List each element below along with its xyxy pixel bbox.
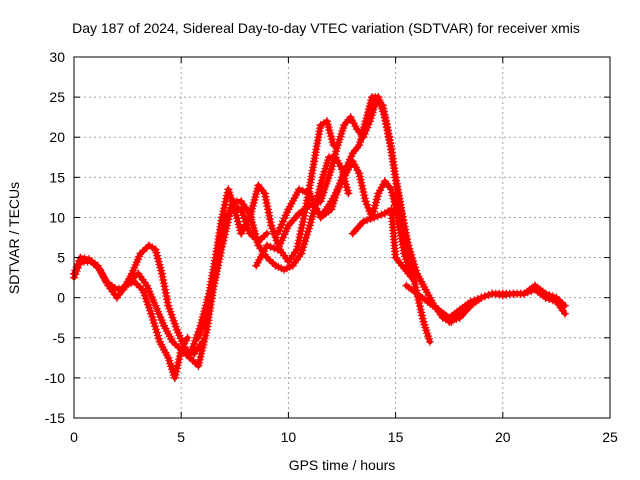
x-tick-label: 15 <box>388 429 404 445</box>
chart-title: Day 187 of 2024, Sidereal Day-to-day VTE… <box>72 20 580 36</box>
x-tick-label: 20 <box>495 429 511 445</box>
data-point-marker <box>373 212 382 221</box>
y-tick-label: -15 <box>45 410 65 426</box>
data-point-marker <box>366 214 375 223</box>
data-point-marker <box>466 297 475 306</box>
data-series-arc-9 <box>348 205 419 286</box>
data-point-marker <box>263 241 271 250</box>
data-point-marker <box>541 293 550 302</box>
y-tick-label: 10 <box>49 209 65 225</box>
data-point-marker <box>520 289 529 298</box>
data-point-marker <box>480 292 489 301</box>
tick-layer: -15 -10 -5 0 5 10 15 20 25 30 0 5 10 15 20 25 <box>45 49 618 445</box>
data-point-marker <box>266 242 275 251</box>
data-point-marker <box>80 254 89 263</box>
x-tick-label: 0 <box>70 429 78 445</box>
data-point-marker <box>298 186 307 195</box>
data-point-marker <box>477 293 486 302</box>
data-point-marker <box>484 291 493 299</box>
data-point-marker <box>263 229 271 238</box>
data-series-arc-4 <box>187 117 338 354</box>
data-point-marker <box>183 333 192 342</box>
data-point-marker <box>410 277 419 286</box>
data-series-arc-11 <box>423 285 569 322</box>
y-tick-label: 30 <box>49 49 65 65</box>
data-point-marker <box>359 217 368 226</box>
data-point-marker <box>548 296 557 305</box>
data-point-marker <box>473 295 482 303</box>
y-tick-label: -5 <box>53 330 66 346</box>
y-tick-label: -10 <box>45 370 65 386</box>
plot-frame <box>73 56 611 419</box>
data-point-marker <box>344 189 353 198</box>
x-axis-label: GPS time / hours <box>289 457 396 473</box>
data-point-marker <box>561 309 569 318</box>
data-point-marker <box>145 241 153 250</box>
series-layer <box>70 93 569 382</box>
data-point-marker <box>470 296 479 305</box>
y-tick-label: 25 <box>49 89 65 105</box>
data-point-marker <box>370 213 379 222</box>
data-point-marker <box>295 185 304 194</box>
data-point-marker <box>452 315 461 324</box>
y-tick-label: 5 <box>57 250 65 266</box>
data-point-marker <box>523 288 532 297</box>
data-point-marker <box>363 216 371 225</box>
x-tick-label: 5 <box>177 429 185 445</box>
y-axis-label: SDTVAR / TECUs <box>6 182 22 294</box>
data-point-marker <box>377 210 386 219</box>
y-tick-label: 20 <box>49 129 65 145</box>
y-tick-label: 0 <box>57 290 65 306</box>
data-point-marker <box>110 284 119 292</box>
x-tick-label: 25 <box>602 429 618 445</box>
x-tick-label: 10 <box>281 429 297 445</box>
data-point-marker <box>161 285 170 294</box>
data-point-marker <box>425 337 434 346</box>
data-point-marker <box>545 295 554 303</box>
data-point-marker <box>270 244 279 253</box>
y-tick-label: 15 <box>49 169 65 185</box>
data-series-arc-2 <box>70 241 207 358</box>
data-point-marker <box>302 188 311 196</box>
